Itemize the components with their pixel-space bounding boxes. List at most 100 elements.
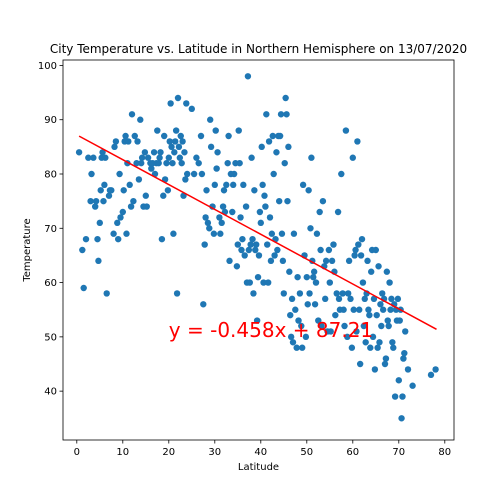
data-point: [176, 154, 184, 161]
data-point: [318, 322, 325, 330]
data-point: [200, 301, 207, 308]
data-point: [367, 344, 374, 351]
data-point: [134, 138, 141, 145]
data-point: [103, 290, 110, 297]
data-point: [385, 322, 392, 330]
data-point: [398, 415, 405, 422]
data-point: [382, 355, 390, 362]
data-point: [344, 333, 351, 341]
data-point: [395, 377, 402, 384]
data-point: [379, 306, 387, 313]
data-point: [181, 149, 188, 156]
data-point: [356, 306, 363, 313]
data-point: [396, 317, 403, 324]
data-point: [389, 339, 396, 346]
data-point: [217, 230, 224, 237]
data-point: [239, 235, 246, 243]
data-point: [379, 290, 386, 297]
data-point: [195, 159, 202, 167]
data-point: [306, 290, 313, 297]
data-point: [373, 311, 380, 319]
data-point: [95, 257, 102, 265]
data-point: [96, 219, 104, 227]
data-point: [283, 111, 290, 118]
data-point: [135, 176, 143, 183]
data-point: [345, 257, 353, 265]
data-point: [219, 203, 227, 210]
data-point: [160, 192, 167, 199]
data-point: [133, 159, 140, 167]
data-point: [273, 149, 280, 156]
x-axis-ticks: 0 10 20 30 40 50 60 70 80: [74, 440, 451, 458]
data-point: [327, 328, 334, 335]
x-tick-label: 40: [254, 447, 267, 458]
data-point: [223, 181, 230, 189]
data-point: [220, 187, 228, 194]
data-point: [383, 268, 391, 275]
data-point: [224, 159, 231, 167]
x-tick-label: 50: [300, 447, 313, 458]
data-point: [362, 339, 369, 346]
regression-equation: y = -0.458x + 87.21: [169, 318, 373, 342]
data-point: [255, 252, 263, 259]
data-point: [122, 132, 129, 140]
data-point: [154, 127, 161, 134]
data-point: [287, 333, 295, 341]
data-point: [384, 317, 391, 324]
axes: 0 10 20 30 40 50 60 70 80 40 50 60 70 80 90 100: [38, 59, 455, 458]
data-point: [235, 127, 242, 134]
data-point: [206, 225, 213, 232]
data-point: [207, 143, 215, 151]
data-point: [287, 311, 294, 319]
data-point: [202, 214, 209, 221]
data-point: [387, 306, 394, 313]
data-point: [342, 127, 350, 134]
data-point: [114, 219, 121, 227]
data-point: [99, 149, 106, 156]
data-point: [264, 279, 272, 286]
data-point: [369, 333, 377, 341]
data-point: [156, 154, 163, 161]
data-point: [211, 181, 218, 189]
data-point: [161, 132, 168, 140]
data-point: [432, 366, 439, 373]
data-point: [238, 246, 245, 254]
data-point: [237, 214, 244, 221]
x-tick-label: 20: [162, 447, 175, 458]
data-point: [286, 268, 293, 275]
data-point: [310, 268, 318, 275]
data-point: [117, 214, 124, 221]
data-point: [240, 181, 247, 189]
y-tick-label: 50: [44, 332, 57, 343]
data-point: [299, 181, 307, 189]
data-point: [175, 143, 183, 151]
data-point: [355, 241, 362, 248]
data-point: [138, 159, 145, 167]
data-point: [230, 181, 237, 189]
data-point: [242, 203, 250, 210]
data-point: [386, 279, 393, 286]
data-point: [198, 170, 206, 178]
data-point: [315, 317, 322, 324]
data-point: [174, 94, 182, 102]
data-point: [111, 143, 118, 151]
data-point: [163, 159, 170, 167]
data-point: [308, 154, 315, 161]
data-point: [394, 295, 402, 303]
data-point: [225, 132, 232, 140]
data-point: [277, 111, 285, 118]
data-point: [150, 149, 158, 156]
data-point: [268, 230, 276, 237]
data-point: [137, 116, 144, 123]
data-point: [376, 339, 383, 346]
data-point: [305, 187, 312, 194]
data-point: [177, 132, 184, 140]
data-point: [391, 393, 399, 400]
data-point: [322, 295, 329, 303]
data-point: [127, 203, 135, 210]
data-point: [262, 203, 269, 210]
data-point: [128, 111, 136, 118]
data-point: [142, 192, 149, 199]
y-axis-label: Temperature: [22, 218, 33, 282]
